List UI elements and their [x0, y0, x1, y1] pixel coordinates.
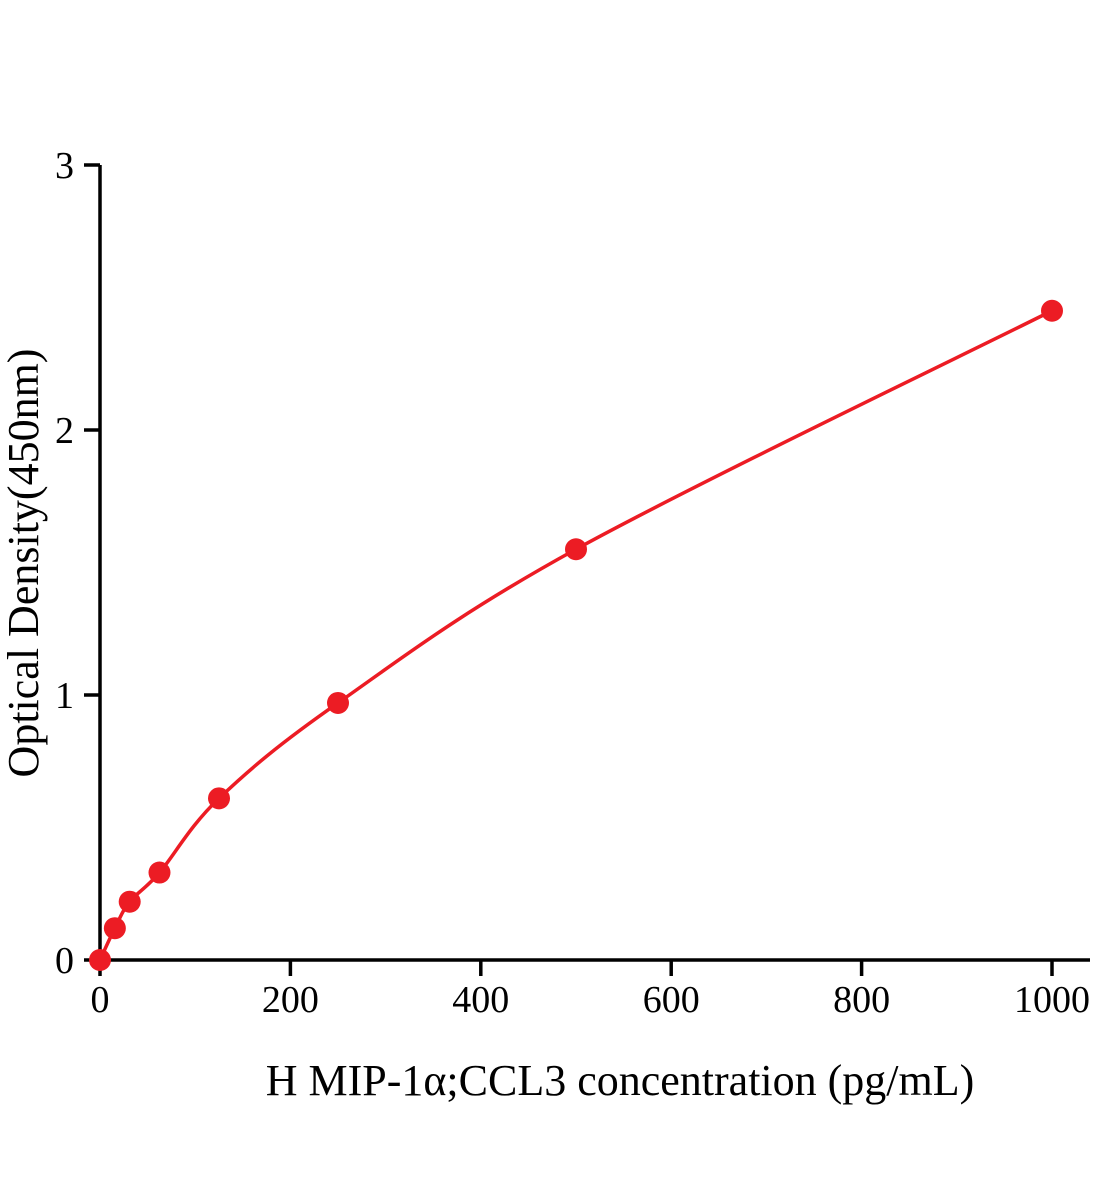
axis-ticks: [84, 163, 1054, 976]
x-tick-label: 400: [452, 979, 509, 1021]
axes: [98, 165, 1090, 962]
data-point-marker: [1041, 299, 1063, 322]
data-point-marker: [118, 890, 141, 913]
x-tick-label: 200: [262, 979, 319, 1021]
x-tick-label: 0: [91, 979, 110, 1021]
y-tick-label: 0: [55, 940, 74, 982]
x-tick-label: 1000: [1014, 979, 1090, 1021]
standard-curve-line: [98, 309, 1054, 962]
data-series: [89, 299, 1063, 971]
data-point-marker: [327, 691, 349, 714]
x-tick-label: 600: [643, 979, 700, 1021]
data-point-marker: [89, 949, 111, 971]
y-tick-label: 1: [55, 675, 74, 717]
y-tick-label: 2: [55, 410, 74, 452]
y-tick-label: 3: [55, 145, 74, 187]
data-point-marker: [565, 538, 587, 561]
x-axis-title: H MIP-1α;CCL3 concentration (pg/mL): [266, 1056, 975, 1105]
data-point-marker: [148, 861, 171, 884]
tick-labels: 0 200 400 600 800 1000 0 1 2 3: [55, 145, 1090, 1021]
data-point-marker: [103, 917, 126, 940]
data-point-marker: [208, 787, 230, 810]
y-axis-title: Optical Density(450nm): [0, 349, 48, 778]
x-tick-label: 800: [833, 979, 890, 1021]
